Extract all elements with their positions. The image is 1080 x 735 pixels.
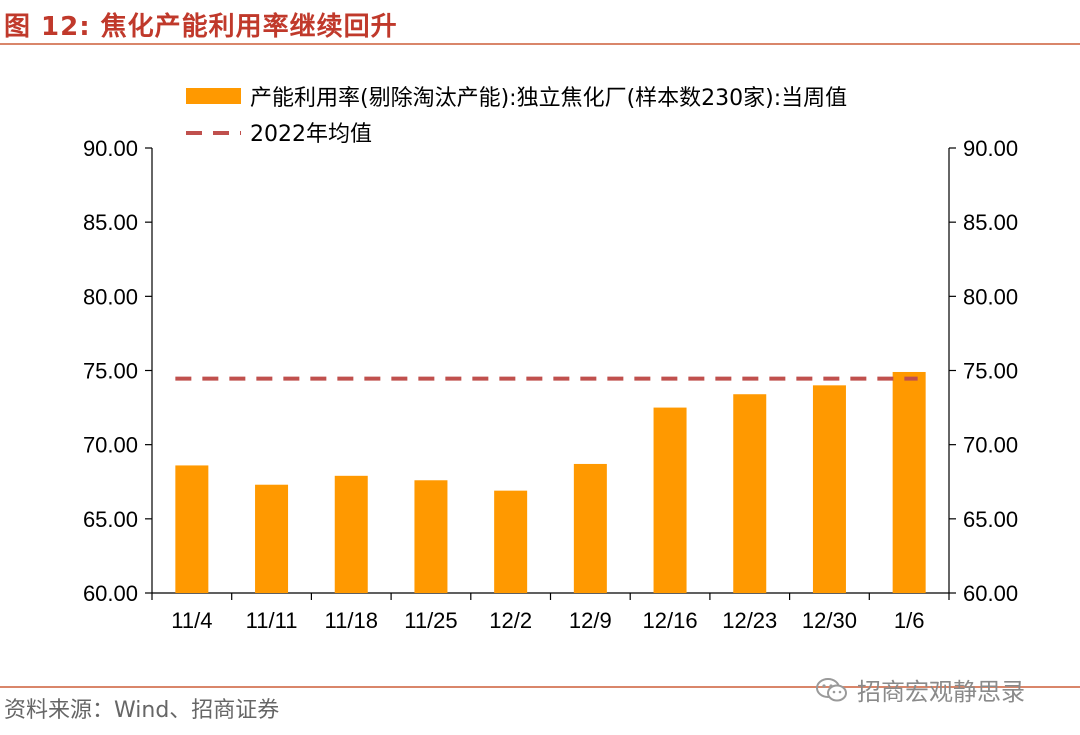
x-tick-label: 1/6 bbox=[894, 608, 925, 633]
x-tick-label: 12/23 bbox=[722, 608, 777, 633]
bar bbox=[733, 394, 767, 593]
y-tick-label-right: 75.00 bbox=[963, 359, 1018, 384]
source-note: 资料来源：Wind、招商证券 bbox=[4, 698, 280, 723]
bar bbox=[334, 475, 368, 593]
x-tick-label: 12/16 bbox=[643, 608, 698, 633]
x-tick-label: 11/4 bbox=[171, 608, 212, 633]
legend-swatch-bar bbox=[186, 88, 241, 104]
watermark-text: 招商宏观静思录 bbox=[857, 678, 1025, 706]
x-tick-label: 12/9 bbox=[569, 608, 612, 633]
y-tick-label-left: 90.00 bbox=[83, 136, 138, 161]
y-tick-label-left: 60.00 bbox=[83, 581, 138, 606]
y-tick-label-right: 85.00 bbox=[963, 210, 1018, 235]
y-tick-label-left: 75.00 bbox=[83, 359, 138, 384]
y-tick-label-right: 80.00 bbox=[963, 284, 1018, 309]
y-tick-label-right: 70.00 bbox=[963, 433, 1018, 458]
x-tick-label: 12/30 bbox=[802, 608, 857, 633]
bar bbox=[653, 407, 687, 593]
top-divider bbox=[0, 43, 1080, 45]
figure-title: 图 12: 焦化产能利用率继续回升 bbox=[4, 12, 398, 42]
x-tick-label: 11/11 bbox=[246, 608, 298, 633]
bar bbox=[255, 484, 289, 593]
x-tick-label: 12/2 bbox=[489, 608, 532, 633]
x-tick-label: 11/25 bbox=[404, 608, 457, 633]
y-tick-label-right: 60.00 bbox=[963, 581, 1018, 606]
wechat-icon bbox=[816, 677, 847, 701]
y-tick-label-left: 70.00 bbox=[83, 433, 138, 458]
y-tick-label-left: 65.00 bbox=[83, 507, 138, 532]
y-tick-label-right: 65.00 bbox=[963, 507, 1018, 532]
bar bbox=[573, 463, 607, 593]
bar bbox=[812, 385, 846, 593]
y-tick-label-left: 80.00 bbox=[83, 284, 138, 309]
legend-label-average: 2022年均值 bbox=[250, 122, 372, 147]
bar bbox=[892, 371, 926, 593]
watermark: 招商宏观静思录 bbox=[815, 672, 1025, 707]
y-tick-label-left: 85.00 bbox=[83, 210, 138, 235]
bar bbox=[494, 490, 528, 593]
bar bbox=[175, 465, 209, 593]
y-tick-label-right: 90.00 bbox=[963, 136, 1018, 161]
x-tick-label: 11/18 bbox=[325, 608, 378, 633]
legend-label-bar: 产能利用率(剔除淘汰产能):独立焦化厂(样本数230家):当周值 bbox=[250, 86, 847, 111]
bottom-divider bbox=[0, 686, 1080, 688]
bar bbox=[414, 480, 448, 593]
